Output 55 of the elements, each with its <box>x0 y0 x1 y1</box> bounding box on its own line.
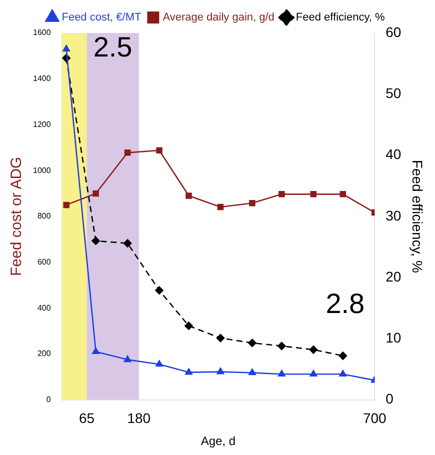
y-tick-label: 1600 <box>33 28 52 38</box>
legend-label: Feed cost, €/MT <box>62 12 142 24</box>
point <box>338 352 348 360</box>
point <box>186 192 192 199</box>
point <box>92 236 100 246</box>
point <box>184 322 193 330</box>
point <box>339 370 347 377</box>
point <box>156 147 162 154</box>
point <box>155 286 164 295</box>
point <box>248 338 256 348</box>
y-tick-label: 0 <box>46 395 52 404</box>
y-tick-label: 200 <box>37 349 52 358</box>
point <box>278 342 286 350</box>
point <box>340 191 346 198</box>
annotation: 2.8 <box>326 288 365 319</box>
x-tick-label: 180 <box>127 410 151 426</box>
point <box>248 368 256 376</box>
point <box>63 202 70 208</box>
y2-tick-label: 0 <box>386 390 394 407</box>
point <box>310 370 318 377</box>
y2-tick-label: 10 <box>386 330 402 346</box>
point <box>309 346 318 354</box>
point <box>216 368 224 374</box>
point <box>156 360 163 367</box>
y2-tick-label: 20 <box>386 268 402 284</box>
point <box>185 368 192 375</box>
point <box>124 356 132 362</box>
point <box>249 200 256 206</box>
x-tick-label: 700 <box>362 410 387 426</box>
y-tick-label: 600 <box>37 257 52 266</box>
y-tick-label: 400 <box>37 303 52 312</box>
y2-tick-label: 60 <box>386 24 402 40</box>
point <box>278 191 285 198</box>
y-tick-label: 1000 <box>33 166 52 175</box>
y2-axis-title: Feed efficiency, % <box>410 160 426 273</box>
band-label: 2.5 <box>93 32 132 63</box>
legend-label: Feed efficiency, % <box>296 12 385 24</box>
x-tick-label: 65 <box>78 410 95 426</box>
point <box>278 370 286 377</box>
point <box>217 204 224 210</box>
point <box>124 150 131 156</box>
y2-tick-label: 30 <box>386 207 402 224</box>
legend-label: Average daily gain, g/d <box>162 12 274 24</box>
y-tick-label: 800 <box>37 212 52 221</box>
point <box>123 239 132 248</box>
y-tick-label: 1200 <box>33 120 52 129</box>
y2-tick-label: 40 <box>386 146 402 162</box>
point <box>92 190 99 197</box>
point <box>310 191 317 198</box>
y-tick-label: 1400 <box>33 74 52 84</box>
point <box>216 334 225 342</box>
y-axis-title: Feed cost or ADG <box>8 156 26 276</box>
y2-tick-label: 50 <box>386 84 402 101</box>
point <box>92 348 100 354</box>
x-axis-title: Age, d <box>200 434 236 448</box>
